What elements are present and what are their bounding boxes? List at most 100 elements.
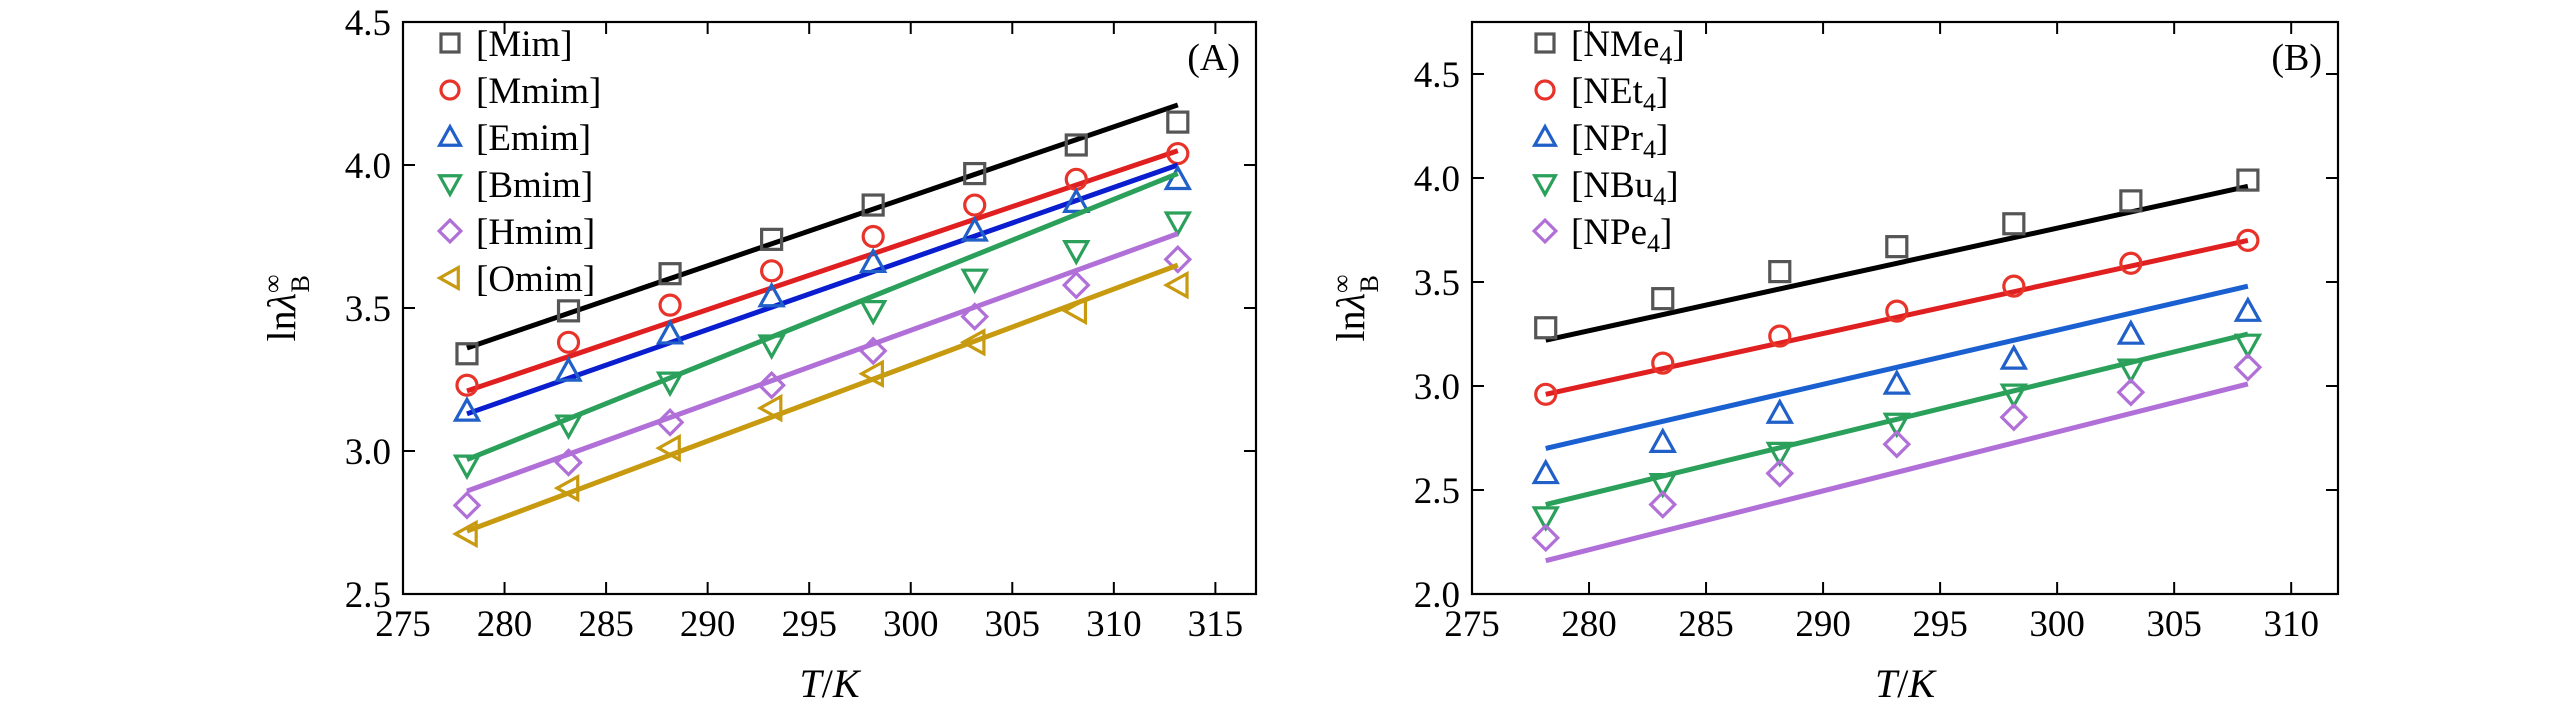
data-point	[2233, 333, 2263, 360]
legend-label: [Mim]	[476, 24, 573, 65]
data-point	[1534, 382, 1558, 406]
data-point	[1999, 402, 2029, 432]
data-point	[1062, 240, 1091, 266]
data-point	[1765, 398, 1795, 424]
data-point	[658, 262, 682, 286]
data-point	[1166, 110, 1190, 134]
data-point	[960, 302, 990, 331]
data-point	[1648, 490, 1678, 519]
data-point	[2119, 189, 2143, 213]
legend-label-text: [NPr	[1571, 118, 1643, 159]
data-point	[1064, 133, 1088, 157]
x-tick-label: 310	[1086, 604, 1142, 645]
x-tick-label: 290	[1795, 604, 1851, 645]
fit-line	[466, 102, 1179, 351]
legend-label: [NPr4]	[1571, 118, 1668, 164]
legend-label: [Bmim]	[476, 165, 593, 206]
x-axis-title: T/K	[799, 661, 861, 706]
legend-label: [Mmim]	[476, 71, 601, 112]
data-point	[1061, 270, 1091, 300]
x-tick-label: 290	[680, 604, 736, 645]
y-axis-superscript: ∞	[258, 275, 287, 294]
fit-line	[1545, 283, 2249, 451]
y-tick-label: 4.0	[345, 146, 391, 187]
data-point	[556, 330, 581, 354]
data-point	[2236, 228, 2260, 252]
legend-label-text: [Hmim]	[476, 212, 595, 253]
y-tick-label: 3.5	[345, 289, 391, 330]
data-point	[2233, 352, 2263, 382]
data-point	[455, 342, 479, 366]
data-point	[757, 281, 786, 308]
y-tick-label: 3.5	[1414, 263, 1460, 304]
data-point	[1534, 316, 1558, 340]
x-tick-label: 315	[1188, 604, 1244, 645]
series-1	[1534, 168, 2260, 343]
series-4	[1531, 331, 2263, 532]
y-tick-label: 2.5	[1414, 471, 1460, 512]
series-5	[1531, 352, 2263, 564]
legend-marker	[1531, 123, 1559, 147]
data-point	[1885, 235, 1909, 259]
data-point	[960, 215, 989, 242]
data-point	[1765, 441, 1795, 468]
data-point	[1648, 472, 1677, 499]
legend-label-close: ]	[1656, 118, 1668, 159]
x-axis-variable: T	[1875, 661, 1900, 706]
data-point	[1531, 506, 1560, 532]
legend-marker	[436, 264, 460, 292]
legend-label-text: [NPe	[1571, 212, 1647, 253]
data-point	[1531, 523, 1561, 553]
legend-label-subscript: 4	[1659, 41, 1672, 70]
x-axis-slash: /	[1897, 661, 1909, 706]
series-3	[452, 162, 1193, 422]
x-tick-label: 280	[1561, 604, 1617, 645]
y-tick-label: 4.0	[1414, 159, 1460, 200]
data-point	[2002, 274, 2026, 298]
y-tick-label: 4.5	[1414, 55, 1460, 96]
data-point	[1765, 459, 1795, 488]
series-1	[455, 102, 1190, 366]
x-tick-label: 275	[375, 604, 431, 645]
legend-label: [NPe4]	[1571, 212, 1672, 258]
series-6	[452, 262, 1189, 549]
data-point	[1651, 351, 1675, 375]
data-point	[757, 370, 786, 400]
y-axis-subscript: B	[286, 275, 315, 292]
data-point	[655, 371, 685, 398]
data-point	[455, 373, 479, 397]
panel-b-chart: 275 280 285 290 295 300 305 310 2.0 2.5 3.0 3.5 4.0 4…	[1327, 20, 2340, 706]
panel-label: (B)	[2271, 37, 2322, 79]
data-point	[655, 408, 685, 437]
data-point	[452, 519, 478, 549]
x-tick-label: 285	[1678, 604, 1734, 645]
data-point	[760, 259, 784, 283]
x-tick-label: 305	[985, 604, 1041, 645]
fit-line	[466, 162, 1179, 417]
data-point	[655, 433, 681, 463]
fit-line	[466, 148, 1179, 394]
legend: [Mim] [Mmim] [Emim] [Bmim] [Hmim] [Omim]	[436, 24, 601, 300]
data-point	[1882, 412, 1912, 439]
data-point	[1885, 299, 1909, 323]
data-point	[963, 161, 987, 186]
panel-a-chart: 275 280 285 290 295 300 305 310 315 2.5 3.0 3.5 4.0 4…	[258, 3, 1258, 706]
legend-label-text: [Mmim]	[476, 71, 601, 112]
fit-line	[1545, 237, 2249, 397]
x-tick-label: 295	[1912, 604, 1968, 645]
legend-label-subscript: 4	[1643, 135, 1656, 164]
data-point	[963, 193, 987, 217]
data-point	[2002, 212, 2026, 236]
x-tick-label: 285	[578, 604, 634, 645]
y-tick-label: 4.5	[345, 3, 391, 44]
legend: [NMe4][NEt4][NPr4][NBu4][NPe4]	[1531, 24, 1685, 258]
legend-label-text: [NEt	[1571, 71, 1644, 112]
legend-label-text: [Emim]	[476, 118, 591, 159]
legend-label: [Omim]	[476, 259, 595, 300]
x-tick-label: 300	[883, 604, 939, 645]
data-point	[861, 224, 885, 249]
legend-label-text: [NBu	[1571, 165, 1653, 206]
series-2	[455, 141, 1190, 397]
data-point	[858, 359, 884, 388]
